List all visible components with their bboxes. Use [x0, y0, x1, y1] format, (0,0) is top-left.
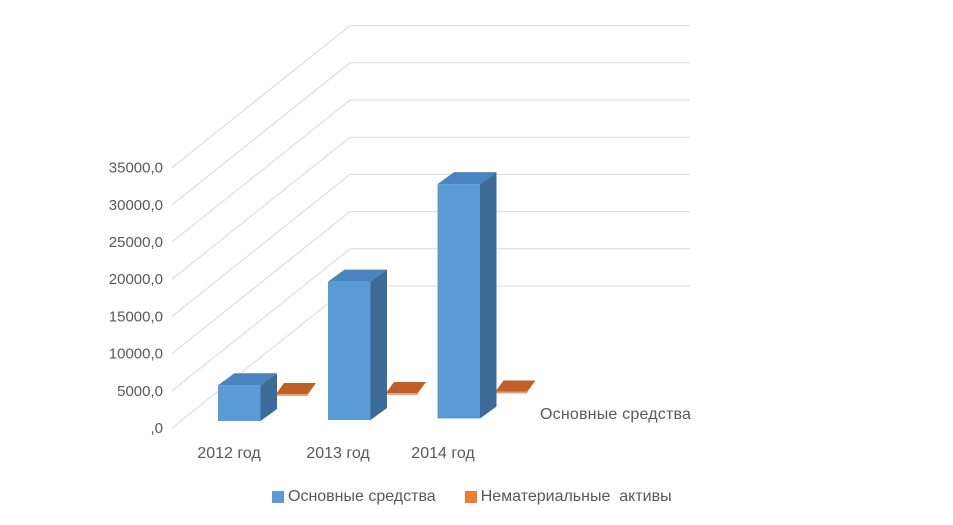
y-axis-tick-label: 10000,0	[109, 346, 163, 363]
chart-legend: Основные средства Нематериальные активы	[272, 488, 672, 506]
legend-marker-nematerialnye-aktivy	[464, 491, 477, 503]
y-axis-tick-label: 5000,0	[117, 383, 163, 400]
bar-osnovnye-sredstva-side	[370, 269, 387, 420]
legend-item-osnovnye-sredstva: Основные средства	[272, 488, 436, 506]
gridline	[171, 99, 690, 243]
x-axis-category-label: 2014 год	[411, 445, 475, 462]
bar-nematerialnye-aktivy-top	[495, 380, 536, 392]
depth-axis-label: Основные средства	[540, 406, 692, 423]
y-axis-tick-label: 35000,0	[109, 160, 163, 177]
bar-osnovnye-sredstva-front	[328, 281, 371, 420]
gridline	[171, 211, 690, 354]
y-axis-tick-label: ,0	[150, 420, 163, 437]
bar-osnovnye-sredstva-front	[218, 385, 261, 421]
y-axis-tick-label: 25000,0	[109, 234, 163, 251]
y-axis-tick-label: 30000,0	[109, 197, 163, 214]
y-axis-tick-label: 15000,0	[109, 308, 163, 325]
gridline	[171, 173, 690, 317]
gridline	[171, 62, 690, 206]
bar-osnovnye-sredstva-top	[218, 373, 277, 386]
y-axis-tick-label: 20000,0	[109, 271, 163, 288]
bar-nematerialnye-aktivy-top	[276, 383, 316, 394]
bar-osnovnye-sredstva-top	[437, 172, 497, 185]
legend-label-osnovnye-sredstva: Основные средства	[288, 488, 436, 505]
bar-osnovnye-sredstva-side	[260, 373, 277, 421]
gridline	[171, 136, 690, 280]
x-axis-category-label: 2012 год	[197, 445, 261, 462]
legend-label-nematerialnye-aktivy: Нематериальные активы	[480, 488, 672, 505]
gridline	[171, 25, 690, 168]
x-axis-category-label: 2013 год	[306, 445, 370, 462]
bar-nematerialnye-aktivy-top	[386, 382, 426, 393]
bar-osnovnye-sredstva-front	[437, 184, 480, 419]
bar-osnovnye-sredstva-top	[328, 269, 387, 282]
legend-item-nematerialnye-aktivy: Нематериальные активы	[464, 488, 672, 506]
gridline	[171, 248, 690, 392]
legend-marker-osnovnye-sredstva	[272, 491, 284, 503]
bar-osnovnye-sredstva-side	[480, 172, 497, 419]
